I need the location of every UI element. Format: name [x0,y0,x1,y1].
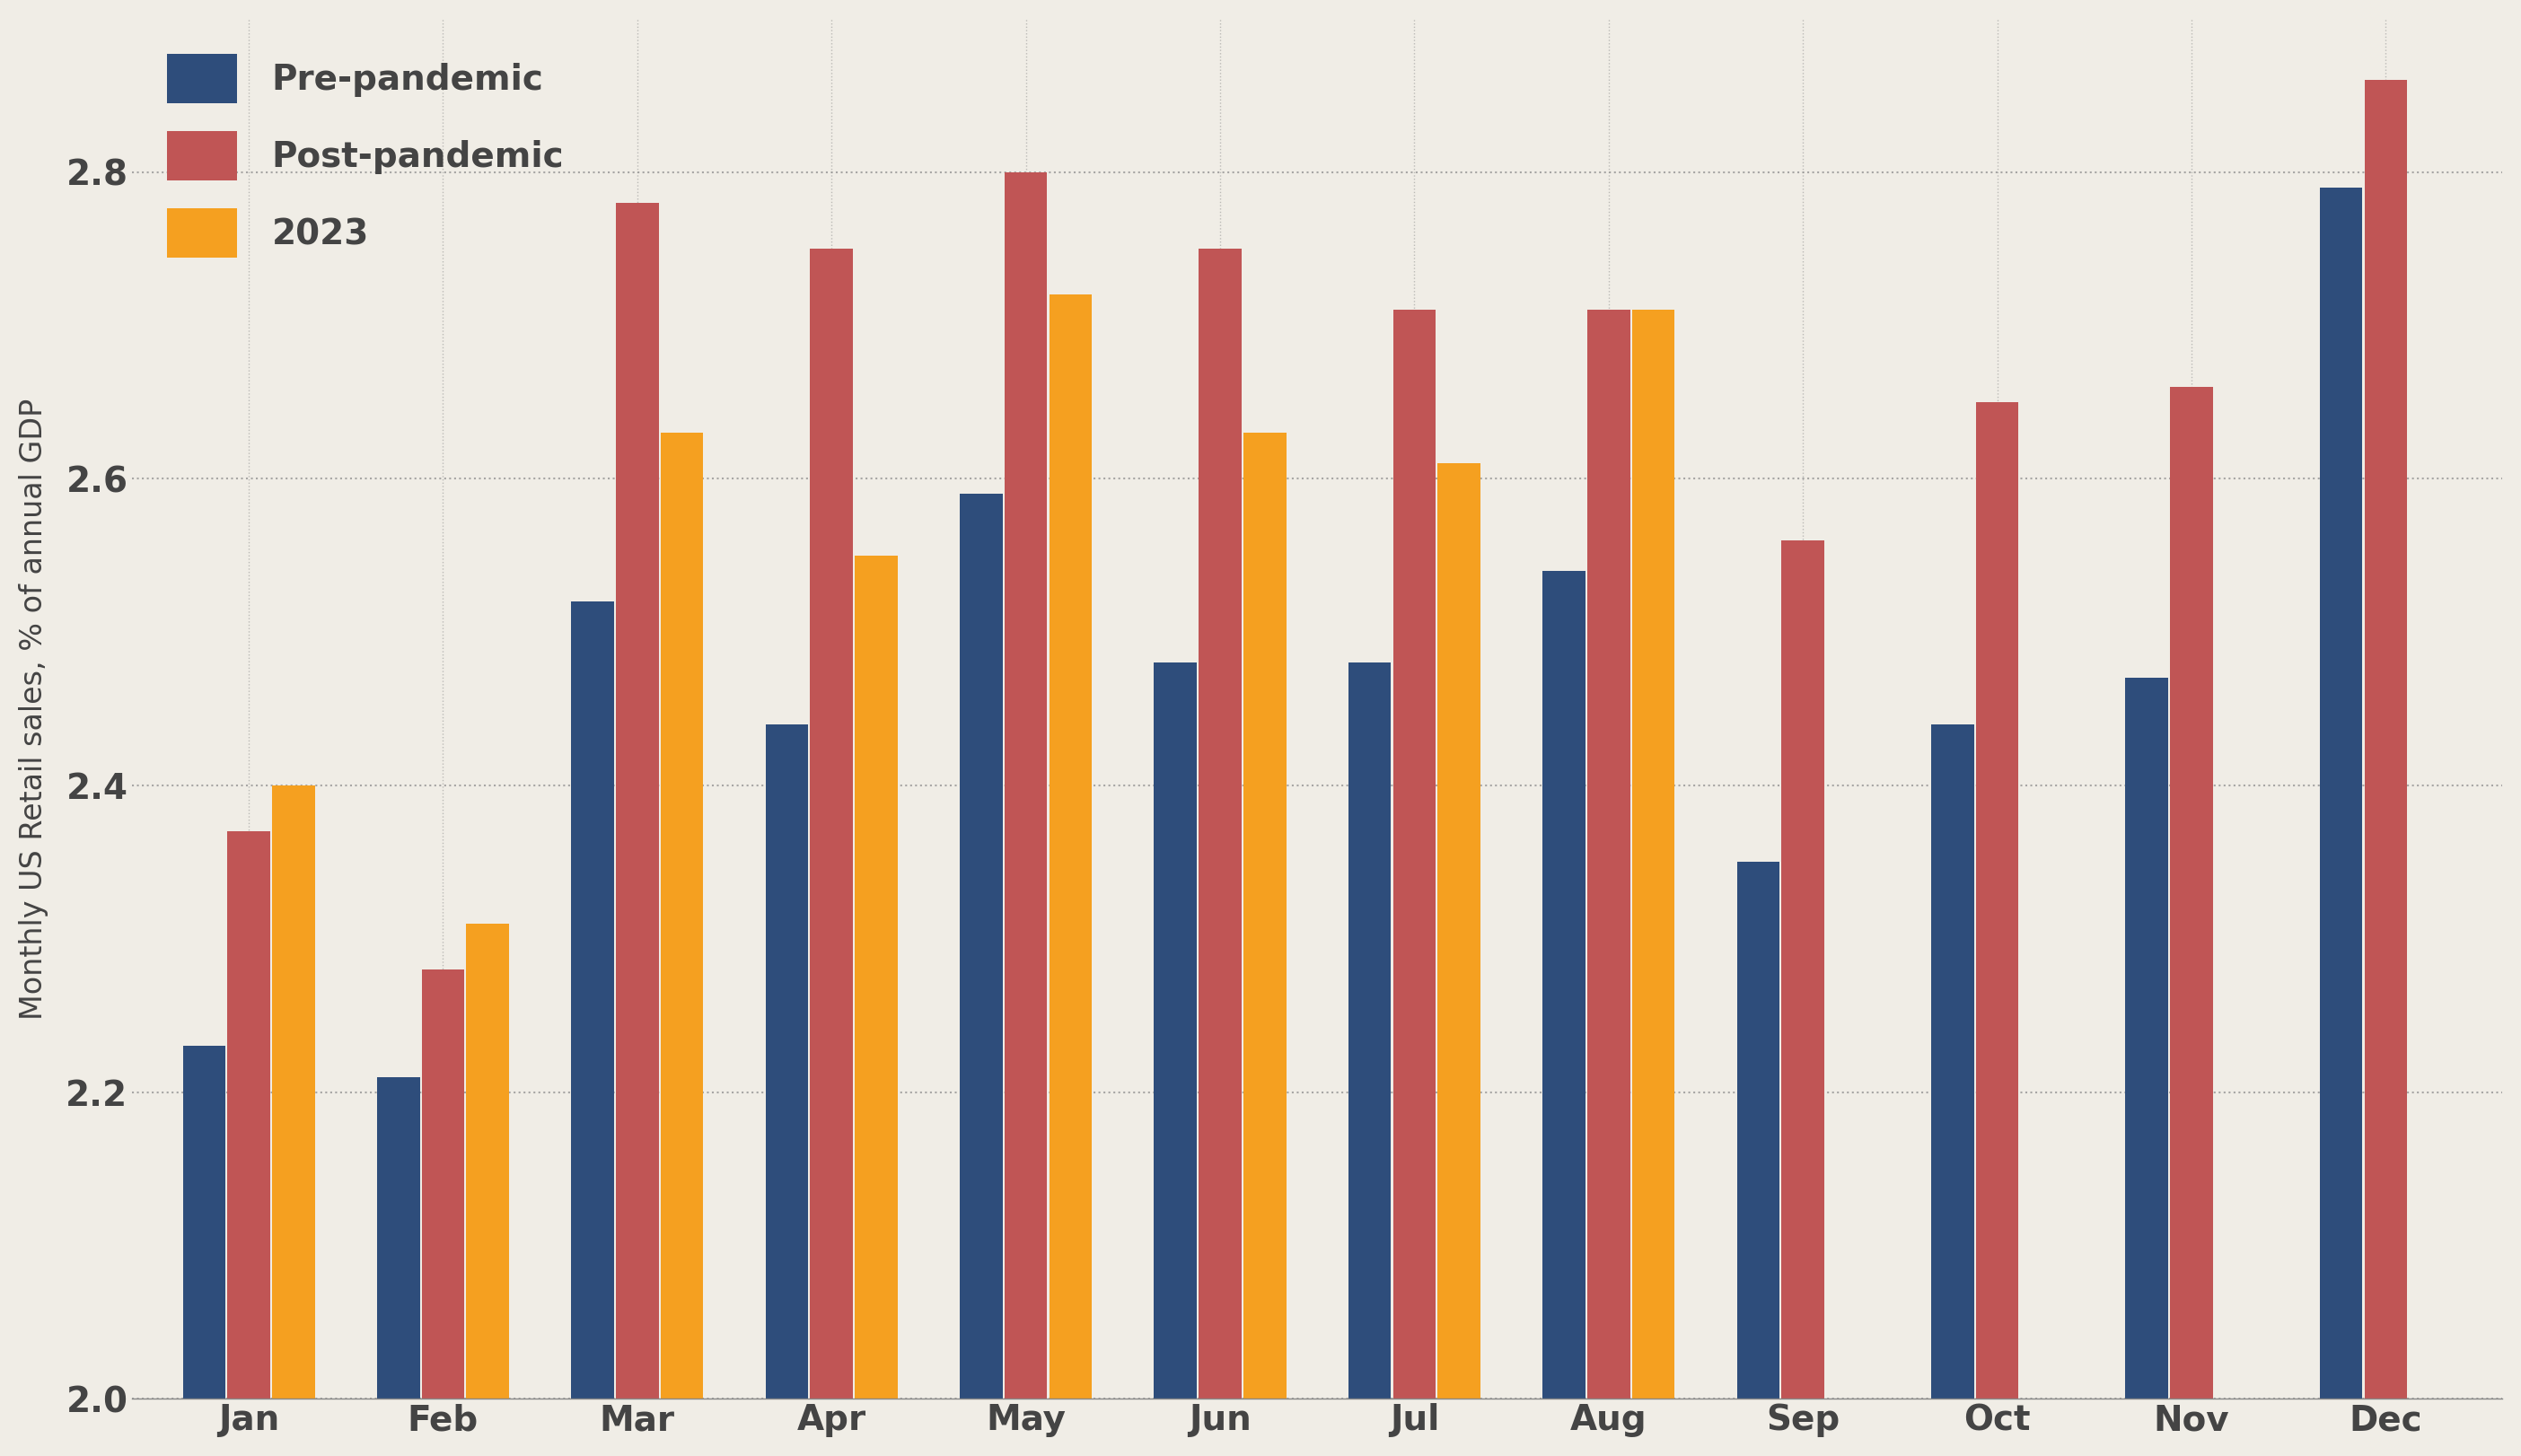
Bar [1437,463,1480,1399]
Bar [2365,80,2408,1399]
Bar [2319,188,2362,1399]
Bar [227,831,270,1399]
Bar [2125,678,2168,1399]
Bar [1931,724,1974,1399]
Bar [766,724,809,1399]
Bar [1200,249,1240,1399]
Bar [1394,310,1437,1399]
Bar [1782,540,1825,1399]
Bar [421,970,464,1399]
Bar [961,494,1003,1399]
Bar [1543,571,1586,1399]
Bar [378,1077,418,1399]
Bar [2171,387,2213,1399]
Bar [1737,862,1780,1399]
Bar [1349,662,1392,1399]
Y-axis label: Monthly US Retail sales, % of annual GDP: Monthly US Retail sales, % of annual GDP [18,397,48,1019]
Bar [1243,432,1286,1399]
Bar [1155,662,1197,1399]
Bar [1631,310,1674,1399]
Bar [466,923,509,1399]
Bar [182,1045,224,1399]
Bar [809,249,852,1399]
Legend: Pre-pandemic, Post-pandemic, 2023: Pre-pandemic, Post-pandemic, 2023 [149,36,582,275]
Bar [272,785,315,1399]
Bar [572,601,615,1399]
Bar [661,432,703,1399]
Bar [1049,294,1092,1399]
Bar [1588,310,1631,1399]
Bar [1976,402,2019,1399]
Bar [855,555,897,1399]
Bar [1003,172,1046,1399]
Bar [615,202,658,1399]
